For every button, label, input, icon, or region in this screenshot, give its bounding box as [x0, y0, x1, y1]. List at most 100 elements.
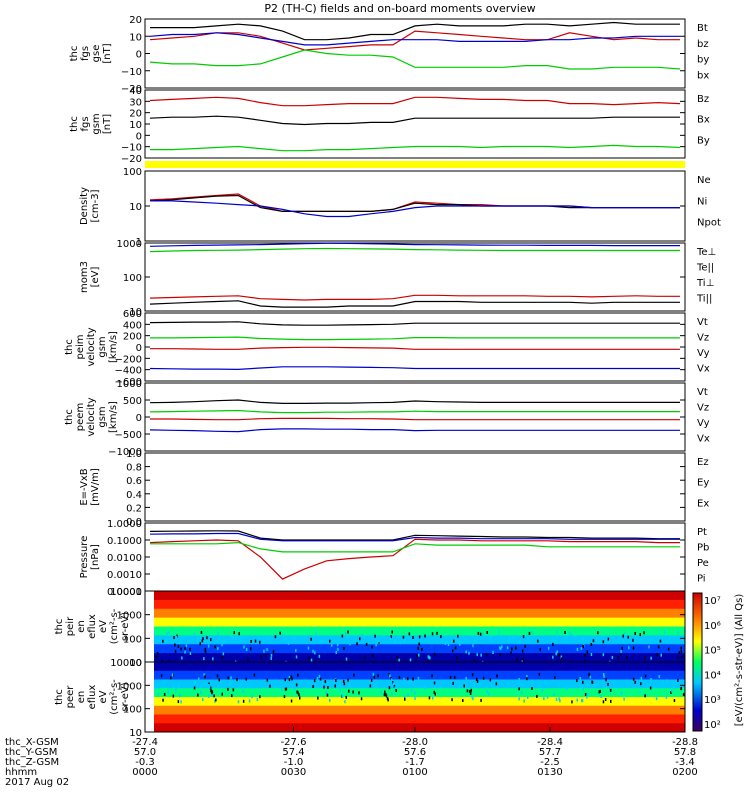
panel-frame	[144, 170, 686, 242]
footer-value: 57.4	[282, 747, 304, 758]
legend-Bt: Bt	[697, 23, 708, 34]
y-tick-label: 1.0000	[107, 519, 142, 530]
y-axis-label: thcpeimvelocitygsm[km/s]	[64, 327, 119, 366]
y-tick-label: −600	[115, 377, 142, 388]
legend-Vt: Vt	[697, 387, 708, 398]
legend-Bx: Bx	[697, 115, 710, 126]
y-axis-label: thcpeemvelocitygsm[km/s]	[64, 397, 119, 436]
y-tick-label: 1	[136, 237, 142, 248]
footer-value: 57.7	[539, 747, 561, 758]
y-tick-label: 1000	[117, 681, 142, 692]
legend-Pi: Pi	[697, 574, 706, 585]
y-tick-label: 0.1000	[107, 536, 142, 547]
y-tick-label: 40	[129, 86, 142, 97]
colorbar-label: [eV/(cm²-s-str-eV)] (All Qs)	[734, 594, 745, 727]
y-tick-label: 20	[129, 109, 142, 120]
series-line-Vz	[150, 417, 680, 421]
colorbar-tick: 10⁵	[704, 646, 721, 657]
legend-Vz: Vz	[697, 403, 709, 414]
y-tick-label: 10	[129, 202, 142, 213]
series-line-Vy	[150, 336, 680, 341]
y-tick-label: −1000	[108, 447, 142, 458]
series-line-Bx	[149, 115, 680, 126]
y-tick-label: −400	[115, 366, 142, 377]
y-tick-label: 1000	[117, 611, 142, 622]
series-line-Pi	[149, 532, 680, 542]
series-line-by	[149, 49, 681, 70]
series-line-Pb	[149, 538, 680, 580]
series-line-Pe	[150, 541, 680, 553]
y-tick-label: 0	[136, 131, 142, 142]
colorbar-tick: 10⁷	[704, 596, 721, 607]
y-tick-label: 100	[123, 634, 142, 645]
footer-value: -2.5	[540, 757, 560, 768]
legend-Pt: Pt	[697, 527, 707, 538]
legend-bx: bx	[697, 70, 709, 81]
legend-Npot: Npot	[697, 218, 721, 229]
y-tick-label: 0.6	[126, 476, 142, 487]
y-tick-label: −10	[121, 143, 142, 154]
panel-1: 20 10 0 −10 −20 thcfgsgse[nT] Bt bz by bx	[69, 15, 709, 95]
y-axis-label: mom3[eV]	[79, 261, 101, 293]
legend-Ni: Ni	[697, 196, 707, 207]
y-tick-label: 10	[129, 32, 142, 43]
y-axis-label: E=-VxB[mV/m]	[79, 468, 101, 506]
legend-Pe: Pe	[697, 558, 709, 569]
footer-value: -1.7	[405, 757, 425, 768]
y-tick-label: 500	[123, 396, 142, 407]
panel-frame	[144, 18, 686, 89]
footer-value: -27.4	[132, 737, 158, 748]
series-line-Te||	[149, 300, 680, 308]
spectrogram-10	[145, 662, 685, 733]
footer-value: 0030	[281, 767, 306, 778]
footer-value: -28.4	[537, 737, 563, 748]
footer-value: 0130	[537, 767, 562, 778]
footer-value: 57.6	[404, 747, 426, 758]
footer-value: 0200	[672, 767, 697, 778]
colorbar: 10⁷ 10⁶ 10⁵ 10⁴ 10³ 10² [eV/(cm²-s-str-eV)] (A…	[692, 592, 745, 732]
footer: thc_X-GSM -27.4 -27.6 -28.0 -28.4 -28.8 thc_Y-…	[5, 727, 698, 788]
panel-3: 100 10 1 Density[cm-3] Ne Ni Npot	[79, 167, 721, 248]
y-axis-label: Density[cm-3]	[79, 187, 101, 225]
panel-frame	[144, 452, 686, 522]
figure-title: P2 (TH-C) fields and on-board moments ov…	[264, 2, 535, 15]
footer-value: 57.8	[674, 747, 696, 758]
panel-7: 1.0 0.8 0.6 0.4 0.2 0.0 E=-VxB[mV/m] Ez Ey Ex	[79, 449, 709, 528]
footer-value: -28.8	[672, 737, 698, 748]
y-tick-label: 400	[123, 320, 142, 331]
y-tick-label: 0	[136, 50, 142, 61]
panel-frame	[144, 382, 686, 452]
yellow-status-bar	[145, 161, 685, 168]
series-line-bx	[149, 32, 680, 46]
legend-by: by	[697, 55, 709, 66]
y-tick-label: 0	[136, 343, 142, 354]
legend-Vy: Vy	[697, 418, 710, 429]
series-line-Vx	[149, 366, 680, 371]
y-tick-label: 0.4	[126, 490, 142, 501]
y-axis-label: thcpeerenefluxeV(cm²-s-sr-eV)	[54, 679, 131, 715]
legend-Ti⊥: Ti⊥	[696, 278, 714, 289]
y-tick-label: 30	[129, 97, 142, 108]
y-tick-label: 10	[129, 307, 142, 318]
y-tick-label: 1000	[117, 379, 142, 390]
y-tick-label: 600	[123, 309, 142, 320]
y-axis-label: thcfgsgse[nT]	[69, 43, 113, 63]
panels: 20100−10−20thcfgsgse[nT]Btbzbybx40302010…	[54, 15, 721, 739]
series-line-By	[150, 144, 681, 152]
legend-Vt: Vt	[697, 317, 708, 328]
footer-date: 2017 Aug 02	[5, 777, 69, 788]
footer-row-label: thc_Z-GSM	[5, 757, 59, 768]
series-line-Pt	[149, 530, 680, 541]
y-tick-label: −500	[115, 430, 142, 441]
legend-Bz: Bz	[697, 94, 709, 105]
footer-value: 57.0	[134, 747, 156, 758]
series-line-Npot	[150, 200, 680, 218]
series-line-Ti||	[149, 247, 680, 253]
footer-value: 0000	[132, 767, 157, 778]
panel-10: 10000 1000 100 10 thcpeerenefluxeV(cm²-s-sr-…	[54, 658, 686, 739]
y-tick-label: 100	[123, 167, 142, 178]
y-tick-label: 200	[123, 332, 142, 343]
y-tick-label: 0.0	[126, 517, 142, 528]
footer-row-label: thc_Y-GSM	[5, 747, 57, 758]
